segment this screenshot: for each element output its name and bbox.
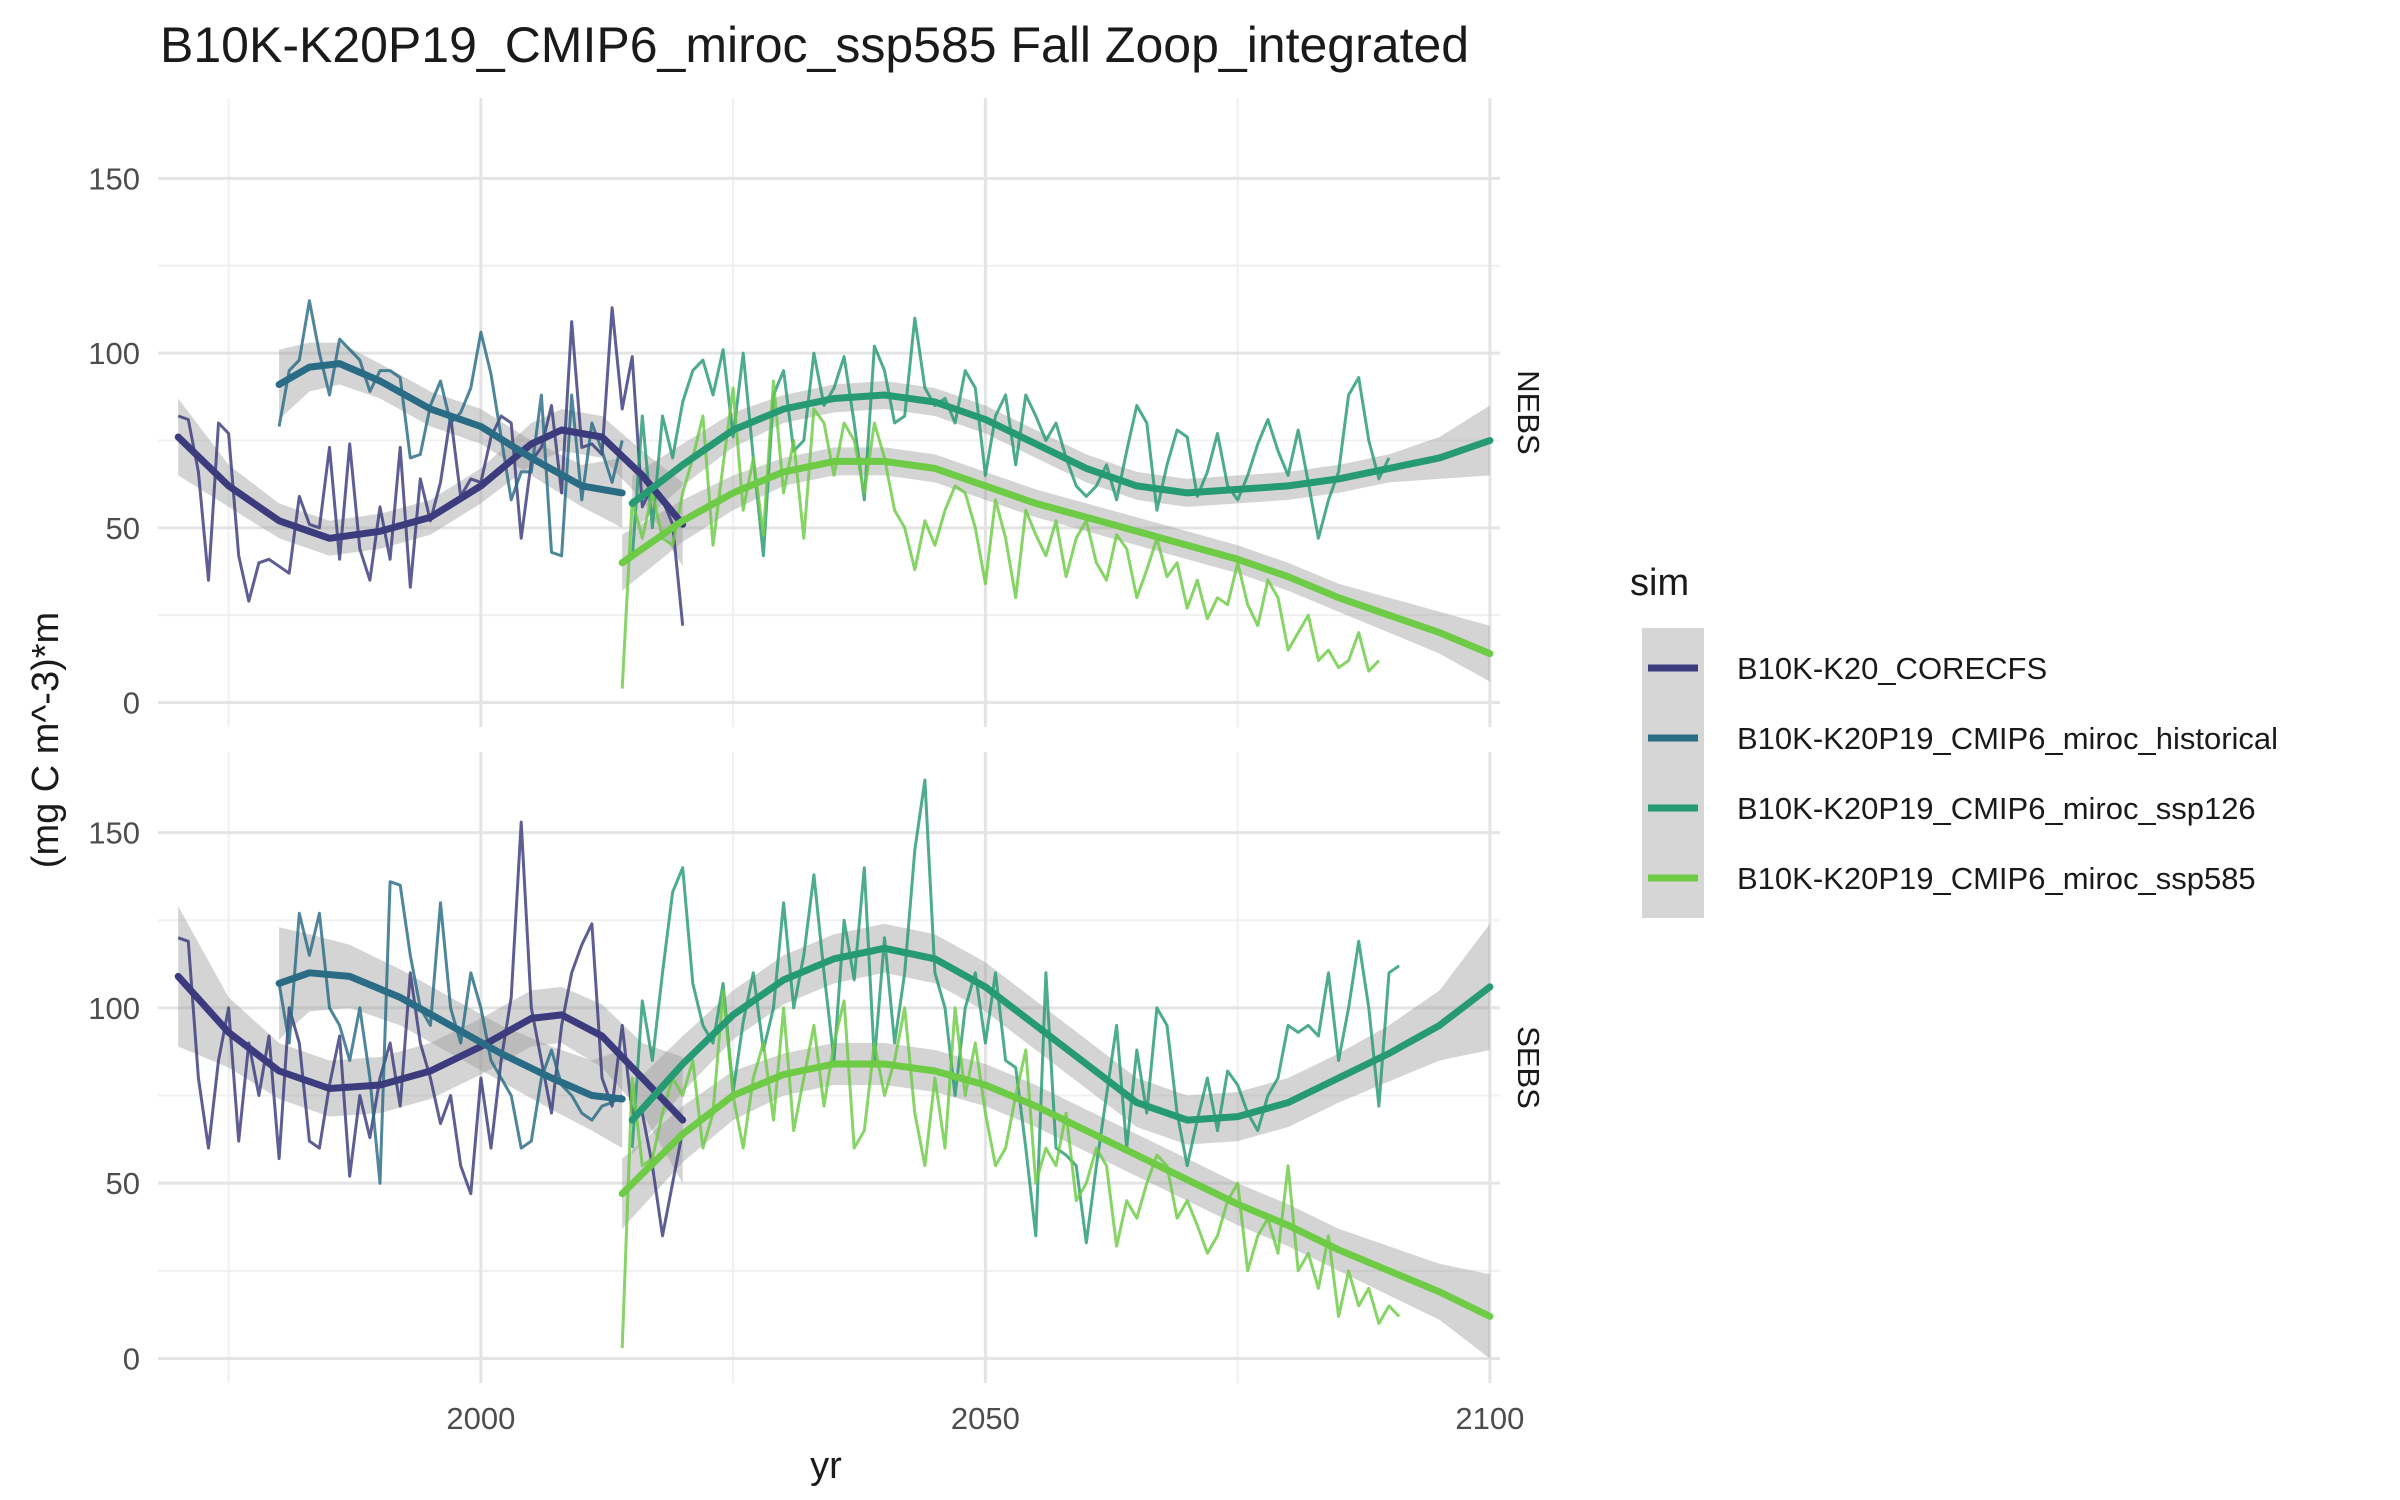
legend: sim B10K-K20_CORECFS B10K-K20P19_CMIP6_mi…: [1630, 562, 2278, 918]
panel-sebs: 0 50 100 150 SEBS: [88, 752, 1546, 1383]
facet-label: NEBS: [1511, 370, 1546, 454]
trend-line: [174, 972, 687, 1124]
trend-line: [275, 969, 626, 1103]
y-tick-label: 100: [88, 336, 140, 371]
trend-line: [618, 457, 1494, 658]
series-line: [630, 778, 1400, 1245]
x-axis-title: yr: [810, 1445, 842, 1487]
x-tick-label: 2050: [951, 1401, 1020, 1436]
trend-line: [618, 1060, 1494, 1320]
legend-label: B10K-K20_CORECFS: [1737, 651, 2047, 686]
legend-key-background: [1642, 628, 1704, 918]
y-axis-title: (mg C m^-3)*m: [25, 612, 67, 868]
trend-line: [275, 360, 626, 497]
confidence-band: [632, 923, 1490, 1156]
y-tick-label: 150: [88, 816, 140, 851]
trend-line: [628, 391, 1494, 507]
panels-layer: 0 50 100 150 NEBS 0 50 100 150 SEBS 2000 2050 2100: [88, 98, 1546, 1436]
legend-label: B10K-K20P19_CMIP6_miroc_historical: [1737, 721, 2278, 756]
confidence-band: [622, 1043, 1490, 1359]
y-tick-label: 50: [106, 511, 140, 546]
facet-label: SEBS: [1511, 1026, 1546, 1109]
series-line: [277, 880, 624, 1185]
series-line: [277, 299, 624, 558]
series-line: [177, 820, 685, 1238]
y-tick-label: 100: [88, 991, 140, 1026]
trend-line: [628, 944, 1494, 1124]
legend-label: B10K-K20P19_CMIP6_miroc_ssp126: [1737, 791, 2256, 826]
confidence-band: [178, 906, 683, 1184]
x-tick-label: 2000: [446, 1401, 515, 1436]
y-tick-label: 0: [123, 1341, 140, 1376]
chart-title: B10K-K20P19_CMIP6_miroc_ssp585 Fall Zoop…: [160, 17, 1469, 73]
y-tick-label: 150: [88, 161, 140, 196]
trend-line: [174, 426, 687, 542]
y-tick-label: 50: [106, 1166, 140, 1201]
legend-label: B10K-K20P19_CMIP6_miroc_ssp585: [1737, 861, 2256, 896]
x-tick-label: 2100: [1455, 1401, 1524, 1436]
confidence-band: [279, 342, 623, 528]
panel-nebs: 0 50 100 150 NEBS: [88, 98, 1546, 727]
y-tick-label: 0: [123, 686, 140, 721]
legend-title: sim: [1630, 562, 1689, 604]
